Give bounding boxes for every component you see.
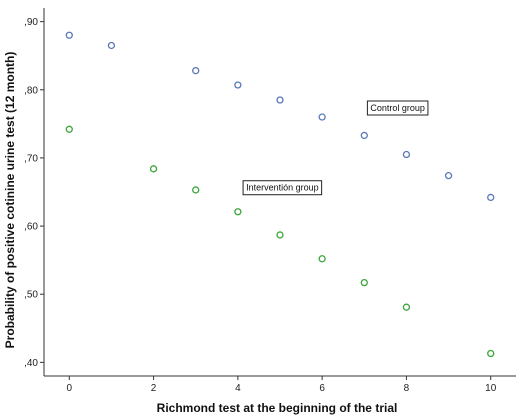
data-point: [318, 255, 326, 263]
series-1-points: [65, 125, 495, 358]
data-point: [65, 125, 73, 133]
x-axis-title: Richmond test at the beginning of the tr…: [157, 401, 398, 415]
data-point: [360, 278, 368, 287]
data-point: [149, 165, 158, 173]
data-point: [318, 113, 326, 121]
y-tick-label: ,40: [24, 358, 38, 369]
annotation-frame: [366, 100, 429, 116]
y-tick-label: ,90: [24, 17, 38, 28]
data-point: [276, 231, 284, 239]
x-tick-label: 8: [404, 383, 410, 394]
data-point: [487, 193, 495, 202]
data-point: [487, 349, 495, 358]
annotation-frame: [242, 180, 323, 196]
x-tick-label: 0: [67, 383, 73, 394]
data-point: [192, 67, 200, 75]
y-axis-title: Probability of positive cotinine urine t…: [3, 52, 17, 349]
x-tick-label: 4: [235, 383, 241, 394]
y-tick-label: ,50: [24, 290, 38, 301]
tick-labels: 0 2 4 6 8 10 ,40 ,50 ,60 ,70 ,80 ,90: [24, 17, 497, 394]
x-tick-label: 6: [319, 383, 325, 394]
data-point: [234, 81, 242, 89]
data-point: [276, 96, 284, 104]
annotations: Control group Interventión group: [242, 100, 429, 196]
axes: [40, 8, 516, 380]
data-point: [444, 171, 453, 180]
data-point: [402, 150, 411, 159]
data-point: [192, 186, 200, 194]
annotation-label: Control group: [370, 103, 425, 113]
data-point: [360, 131, 368, 140]
x-tick-label: 2: [151, 383, 157, 394]
annotation-label: Interventión group: [246, 183, 319, 193]
y-tick-label: ,70: [24, 153, 38, 164]
data-point: [107, 41, 116, 50]
data-point: [65, 31, 73, 39]
series-0-points: [65, 31, 495, 202]
data-points: [65, 31, 495, 358]
data-point: [402, 303, 411, 311]
x-tick-label: 10: [485, 383, 497, 394]
annotation-box: Control group: [366, 100, 429, 116]
annotation-box: Interventión group: [242, 180, 323, 196]
y-tick-label: ,60: [24, 222, 38, 233]
y-tick-label: ,80: [24, 85, 38, 96]
data-point: [234, 208, 242, 216]
